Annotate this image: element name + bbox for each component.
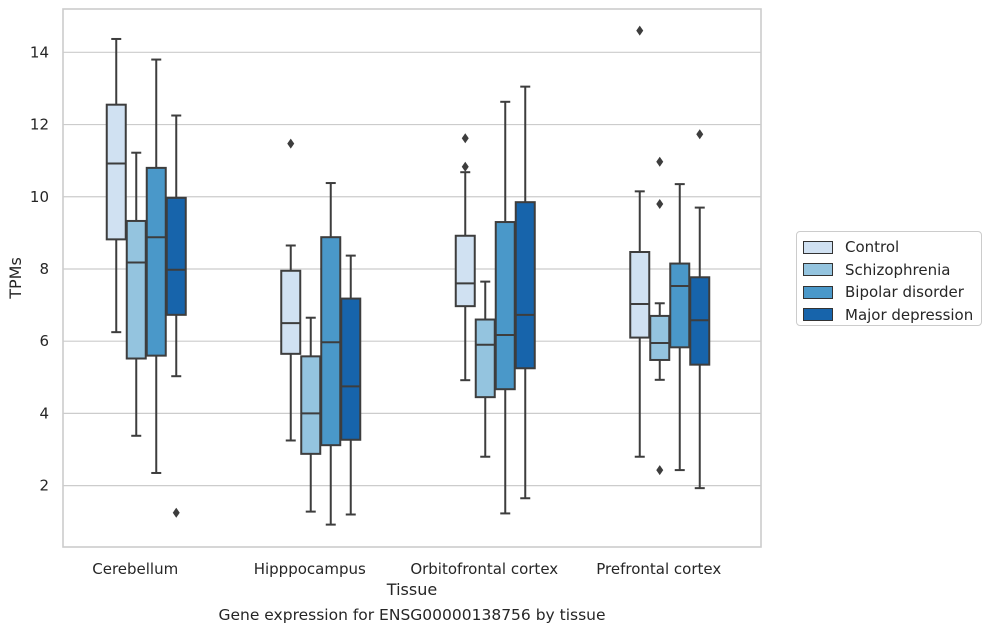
y-tick-label: 4 [39, 404, 49, 422]
outlier-point [656, 198, 664, 209]
x-tick-label: Cerebellum [92, 560, 178, 578]
outlier-point [172, 507, 180, 518]
box [320, 236, 342, 447]
plot-frame [62, 8, 762, 548]
y-axis-label: TPMs [6, 257, 25, 300]
legend-item-control: Control [803, 236, 981, 259]
box [494, 221, 516, 391]
box [474, 318, 496, 399]
box [105, 103, 127, 241]
box [125, 219, 147, 360]
box [629, 251, 651, 339]
y-tick-label: 14 [30, 43, 49, 61]
y-tick-label: 6 [39, 332, 49, 350]
outlier-point [696, 129, 704, 140]
outlier-point [287, 138, 295, 149]
y-tick-label: 10 [30, 188, 49, 206]
legend-item-bipolar: Bipolar disorder [803, 281, 981, 304]
box [514, 201, 536, 370]
box [300, 355, 322, 455]
outlier-point [656, 465, 664, 476]
legend-swatch-control [803, 240, 833, 254]
legend-swatch-schizophrenia [803, 263, 833, 277]
x-tick-label: Hipppocampus [254, 560, 366, 578]
y-tick-label: 8 [39, 260, 49, 278]
legend-item-major-depression: Major depression [803, 304, 981, 327]
figure-caption: Gene expression for ENSG00000138756 by t… [218, 606, 606, 624]
box [649, 314, 671, 361]
box [340, 297, 362, 441]
x-axis-label: Tissue [386, 580, 437, 599]
outlier-point [636, 25, 644, 36]
x-tick-label: Orbitofrontal cortex [410, 560, 558, 578]
legend-label-control: Control [845, 238, 900, 257]
legend-label-major-depression: Major depression [845, 305, 974, 324]
legend-swatch-major-depression [803, 308, 833, 322]
box [145, 166, 167, 357]
box [280, 269, 302, 355]
box [454, 234, 476, 308]
legend: Control Schizophrenia Bipolar disorder M… [796, 231, 982, 326]
outlier-point [461, 133, 469, 144]
legend-label-schizophrenia: Schizophrenia [845, 260, 951, 279]
x-tick-label: Prefrontal cortex [596, 560, 721, 578]
y-tick-label: 12 [30, 116, 49, 134]
legend-label-bipolar: Bipolar disorder [845, 283, 964, 302]
legend-swatch-bipolar [803, 285, 833, 299]
box [165, 196, 187, 316]
outlier-point [461, 161, 469, 172]
y-tick-label: 2 [39, 477, 49, 495]
legend-item-schizophrenia: Schizophrenia [803, 259, 981, 282]
box [669, 262, 691, 349]
outlier-point [656, 156, 664, 167]
